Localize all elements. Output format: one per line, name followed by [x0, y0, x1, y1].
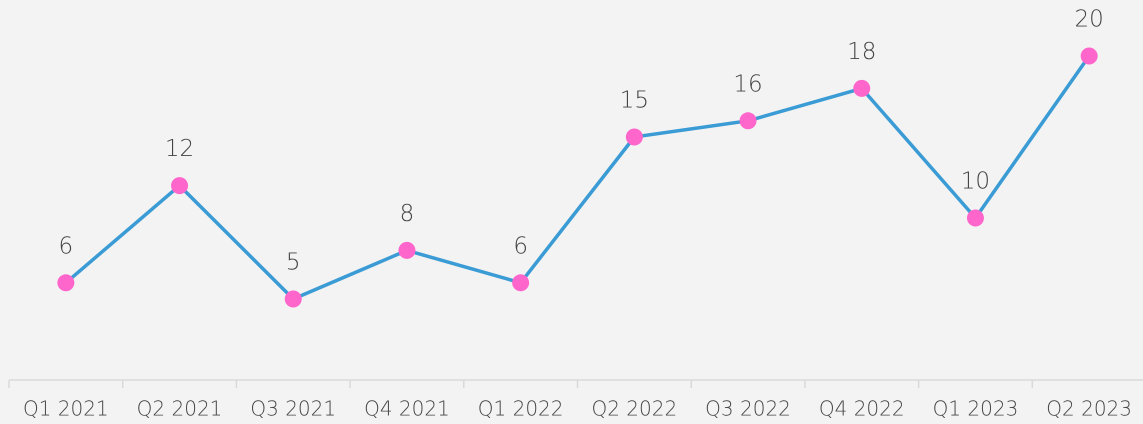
- data-point: [57, 274, 75, 292]
- data-point: [1080, 47, 1098, 65]
- x-tick-label: Q2 2023: [1046, 397, 1132, 421]
- data-label: 15: [620, 88, 649, 114]
- data-point: [284, 290, 302, 308]
- x-tick-label: Q1 2021: [23, 397, 109, 421]
- data-point: [739, 112, 757, 130]
- data-label: 20: [1075, 7, 1104, 33]
- data-label: 6: [59, 233, 74, 259]
- x-tick-label: Q3 2022: [705, 397, 791, 421]
- data-label: 10: [961, 169, 990, 195]
- data-label: 8: [400, 201, 415, 227]
- data-line: [64, 54, 1091, 301]
- x-tick-label: Q1 2022: [478, 397, 564, 421]
- x-tick-label: Q4 2021: [364, 397, 450, 421]
- data-label: 18: [847, 39, 876, 65]
- x-tick-label: Q4 2022: [819, 397, 905, 421]
- data-point: [853, 79, 871, 97]
- data-label: 6: [513, 233, 528, 259]
- data-point: [512, 274, 530, 292]
- data-point: [966, 209, 984, 227]
- x-tick-label: Q3 2021: [250, 397, 336, 421]
- data-label: 12: [165, 136, 194, 162]
- x-tick-label: Q1 2023: [933, 397, 1019, 421]
- x-tick-label: Q2 2021: [137, 397, 223, 421]
- data-point: [625, 128, 643, 146]
- data-label: 16: [733, 71, 762, 97]
- data-point: [171, 177, 189, 195]
- data-point: [398, 241, 416, 259]
- x-tick-label: Q2 2022: [591, 397, 677, 421]
- data-label: 5: [286, 250, 301, 276]
